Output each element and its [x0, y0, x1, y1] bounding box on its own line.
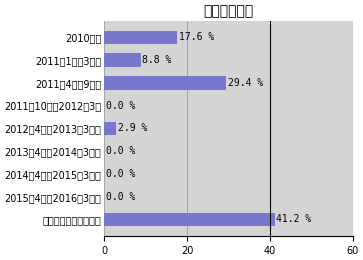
Bar [104, 76, 226, 90]
Text: 2.9 %: 2.9 % [118, 124, 147, 133]
Bar [104, 30, 177, 44]
Title: 》パソコン》: 》パソコン》 [203, 4, 253, 18]
Text: 8.8 %: 8.8 % [142, 55, 172, 65]
Bar [104, 53, 140, 67]
Text: 41.2 %: 41.2 % [277, 214, 312, 224]
Text: 0.0 %: 0.0 % [106, 101, 135, 111]
Text: 0.0 %: 0.0 % [106, 192, 135, 202]
Text: 29.4 %: 29.4 % [228, 78, 263, 88]
Text: 0.0 %: 0.0 % [106, 169, 135, 179]
Text: 0.0 %: 0.0 % [106, 146, 135, 156]
Bar [104, 122, 116, 135]
Text: 17.6 %: 17.6 % [179, 32, 214, 42]
Bar [104, 213, 275, 226]
